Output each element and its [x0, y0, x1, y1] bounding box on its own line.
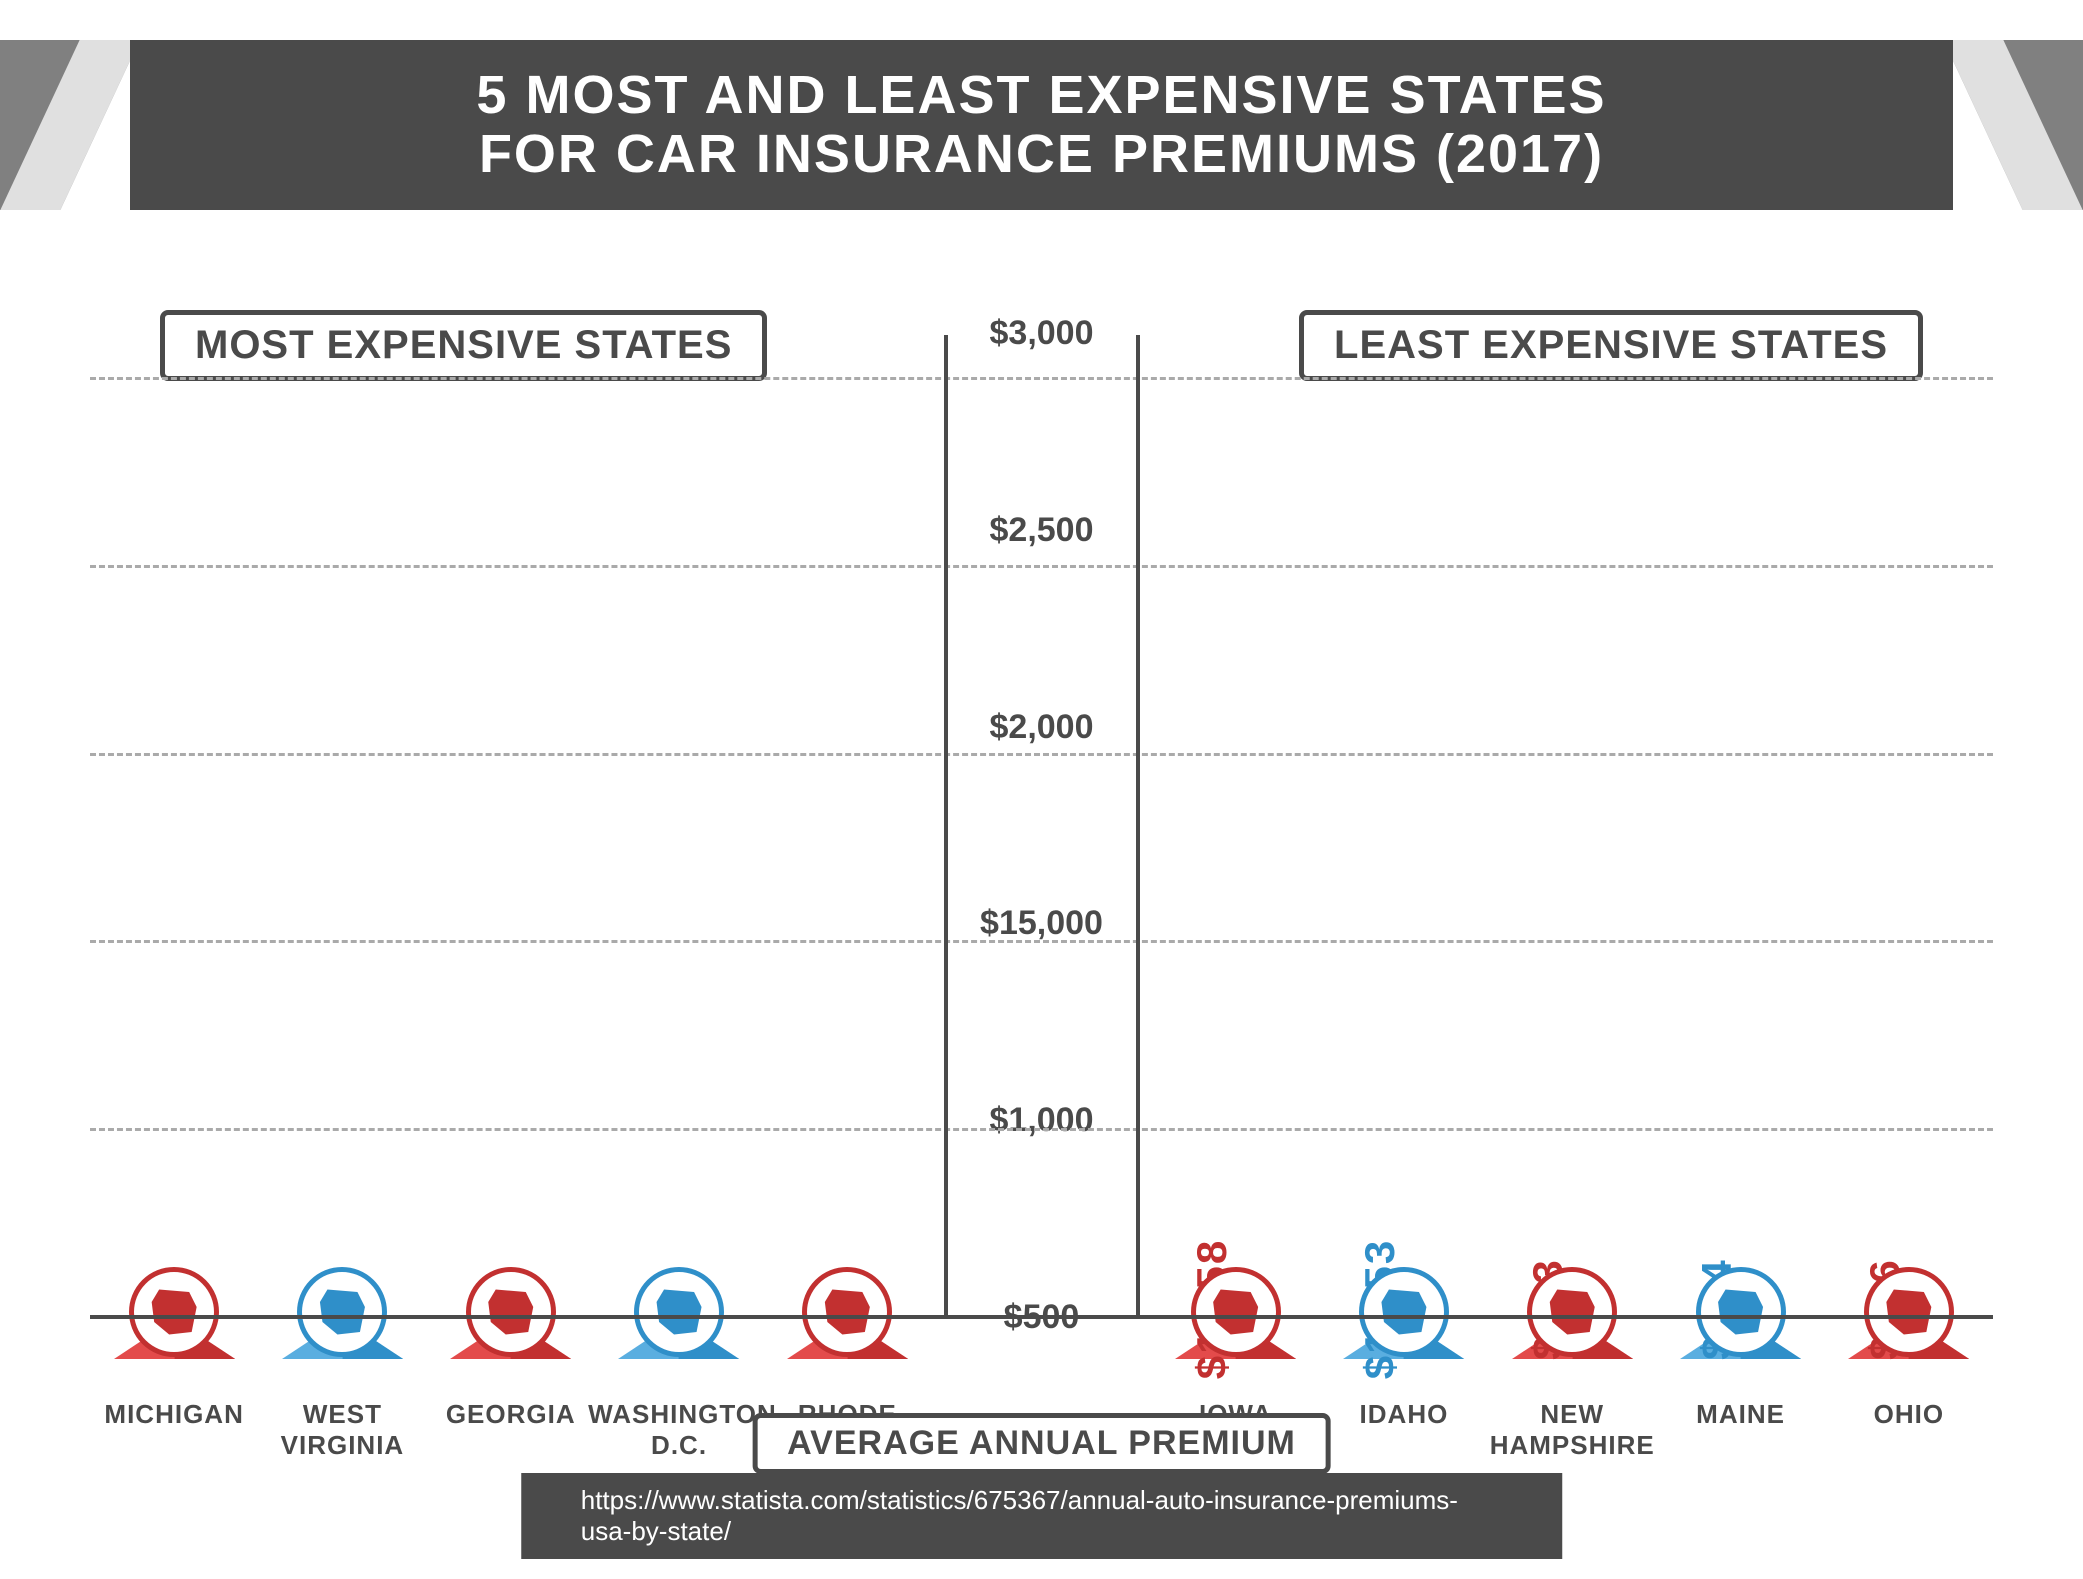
state-icon-circle — [1696, 1267, 1786, 1357]
y-axis: $500$1,000$15,000$2,000$2,500$3,000 — [942, 335, 1142, 1319]
state-shape-icon — [1379, 1287, 1429, 1337]
bars-left-group: $2,551MICHIGAN$2,518WEST VIRGINIA$2,201G… — [90, 380, 932, 1319]
bar-state-label: WASHINGTON, D.C. — [588, 1399, 770, 1461]
title-line-1: 5 MOST AND LEAST EXPENSIVE STATES — [476, 66, 1606, 125]
bar-state-label: GEORGIA — [420, 1399, 602, 1430]
state-icon-circle — [1359, 1267, 1449, 1357]
gridline — [90, 940, 1993, 943]
state-icon-circle — [297, 1267, 387, 1357]
state-icon-circle — [634, 1267, 724, 1357]
y-tick-label: $15,000 — [942, 904, 1142, 943]
state-icon-circle — [1864, 1267, 1954, 1357]
state-shape-icon — [149, 1287, 199, 1337]
state-shape-icon — [1884, 1287, 1934, 1337]
bar-state-label: NEW HAMPSHIRE — [1481, 1399, 1663, 1461]
infographic-container: 5 MOST AND LEAST EXPENSIVE STATES FOR CA… — [0, 0, 2083, 1579]
footer-source: https://www.statista.com/statistics/6753… — [521, 1473, 1563, 1559]
least-expensive-label: LEAST EXPENSIVE STATES — [1299, 310, 1923, 381]
header: 5 MOST AND LEAST EXPENSIVE STATES FOR CA… — [0, 40, 2083, 250]
bar-state-label: OHIO — [1818, 1399, 2000, 1430]
bar-state-label: MAINE — [1650, 1399, 1832, 1430]
state-shape-icon — [822, 1287, 872, 1337]
axis-vertical-line — [944, 335, 948, 1319]
gridline — [90, 377, 1993, 380]
state-shape-icon — [654, 1287, 704, 1337]
state-icon-circle — [466, 1267, 556, 1357]
state-icon-circle — [802, 1267, 892, 1357]
baseline — [90, 1315, 1993, 1319]
title-line-2: FOR CAR INSURANCE PREMIUMS (2017) — [479, 125, 1604, 184]
header-decoration-left — [0, 40, 130, 210]
most-expensive-label: MOST EXPENSIVE STATES — [160, 310, 767, 381]
header-bar: 5 MOST AND LEAST EXPENSIVE STATES FOR CA… — [130, 40, 1953, 210]
state-icon-circle — [1527, 1267, 1617, 1357]
axis-vertical-line — [1136, 335, 1140, 1319]
gridline — [90, 565, 1993, 568]
axis-label: AVERAGE ANNUAL PREMIUM — [752, 1413, 1331, 1474]
bar-state-label: MICHIGAN — [83, 1399, 265, 1430]
bars-right-group: $1,058IOWA$1,053IDAHO$983NEW HAMPSHIRE$9… — [1152, 380, 1994, 1319]
bar-value-label: $2,551 — [150, 1423, 198, 1563]
state-icon-circle — [1191, 1267, 1281, 1357]
y-tick-label: $2,500 — [942, 511, 1142, 550]
gridline — [90, 753, 1993, 756]
y-tick-label: $3,000 — [942, 314, 1142, 353]
bar-state-label: WEST VIRGINIA — [252, 1399, 434, 1461]
y-tick-label: $2,000 — [942, 708, 1142, 747]
state-shape-icon — [317, 1287, 367, 1337]
state-shape-icon — [1547, 1287, 1597, 1337]
y-tick-label: $1,000 — [942, 1101, 1142, 1140]
gridline — [90, 1128, 1993, 1131]
state-icon-circle — [129, 1267, 219, 1357]
bar-state-label: IDAHO — [1313, 1399, 1495, 1430]
header-decoration-right — [1953, 40, 2083, 210]
chart-area: $2,551MICHIGAN$2,518WEST VIRGINIA$2,201G… — [90, 380, 1993, 1319]
state-shape-icon — [1716, 1287, 1766, 1337]
state-shape-icon — [486, 1287, 536, 1337]
state-shape-icon — [1211, 1287, 1261, 1337]
